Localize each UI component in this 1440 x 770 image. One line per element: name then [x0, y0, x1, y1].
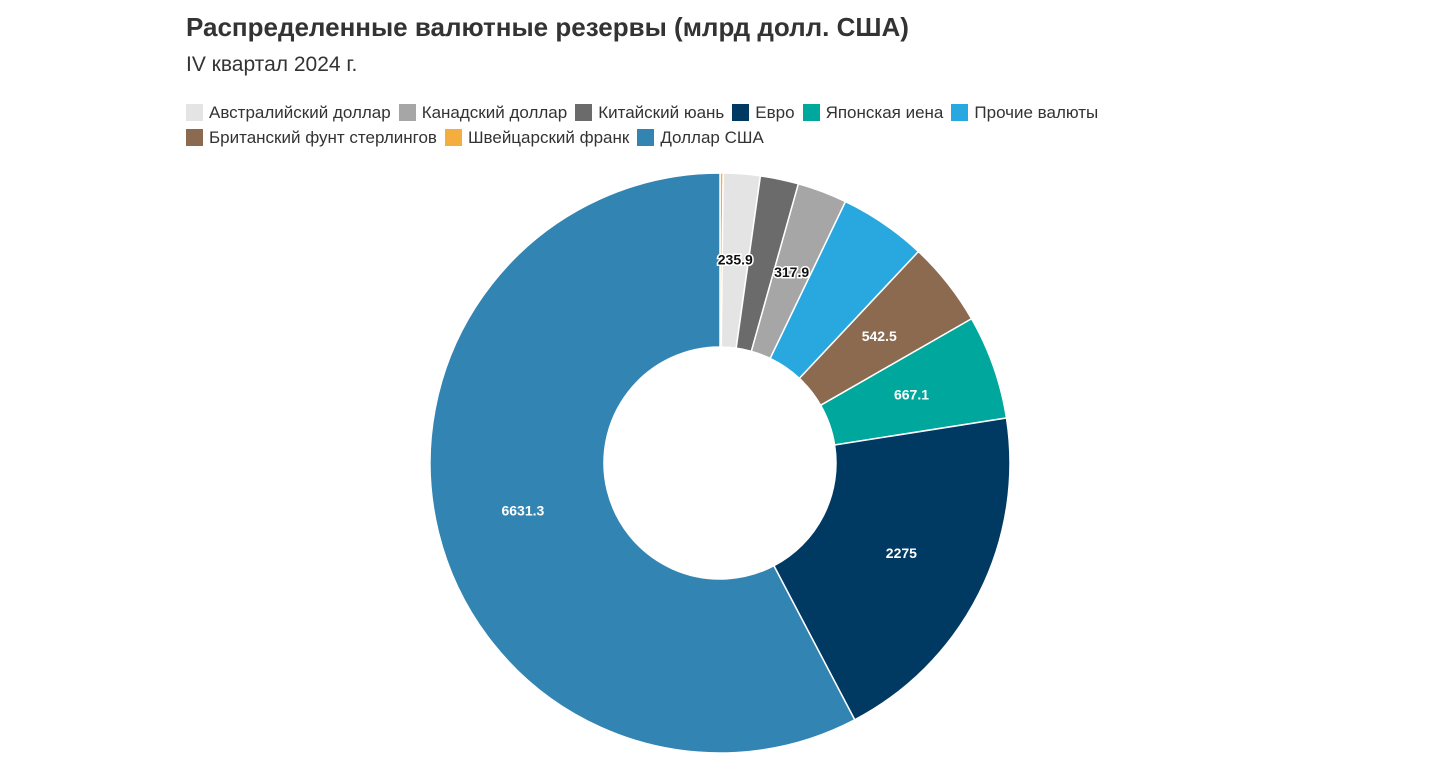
slice-label-8: 6631.3 — [501, 502, 544, 518]
legend-row: Британский фунт стерлингов Швейцарский ф… — [186, 125, 1186, 150]
legend-label: Китайский юань — [598, 102, 725, 122]
legend-label: Канадский доллар — [421, 102, 568, 122]
labels-group: 235.9 317.9 542.5 667.1 2275 6631.3 — [501, 250, 929, 561]
legend-label: Прочие валюты — [974, 102, 1099, 122]
legend-label: Австралийский доллар — [209, 102, 391, 122]
legend-swatch — [951, 104, 969, 121]
slice-label-5: 542.5 — [862, 328, 897, 344]
legend-item-chf[interactable]: Швейцарский франк — [444, 127, 630, 148]
legend-swatch — [186, 129, 203, 146]
slice-7[interactable] — [772, 417, 1011, 721]
legend-swatch — [802, 104, 820, 121]
legend-swatch — [186, 104, 203, 121]
slice-label-6: 667.1 — [894, 386, 929, 402]
legend-label: Доллар США — [660, 127, 764, 147]
chart-title: Распределенные валютные резервы (млрд до… — [186, 12, 909, 42]
legend-swatch — [444, 129, 462, 146]
legend-row: Австралийский доллар Канадский доллар Ки… — [186, 100, 1186, 125]
legend-item-cad[interactable]: Канадский доллар — [398, 102, 568, 123]
legend-swatch — [637, 129, 655, 146]
legend-item-gbp[interactable]: Британский фунт стерлингов — [186, 128, 437, 148]
slice-label-7: 2275 — [886, 545, 917, 561]
legend-label: Японская иена — [825, 102, 944, 122]
legend: Австралийский доллар Канадский доллар Ки… — [186, 100, 1186, 150]
slice-label-3: 317.9 — [774, 264, 809, 280]
chart-subtitle: IV квартал 2024 г. — [186, 53, 358, 76]
legend-item-eur[interactable]: Евро — [732, 102, 795, 123]
slices-group — [429, 172, 1011, 754]
slice-label-1: 235.9 — [718, 251, 753, 267]
legend-item-usd[interactable]: Доллар США — [637, 127, 764, 148]
legend-swatch — [575, 104, 593, 121]
legend-item-aud[interactable]: Австралийский доллар — [186, 103, 391, 123]
legend-swatch — [398, 104, 416, 121]
legend-item-jpy[interactable]: Японская иена — [802, 102, 944, 123]
legend-label: Евро — [755, 102, 795, 122]
legend-swatch — [732, 104, 750, 121]
legend-item-other[interactable]: Прочие валюты — [951, 103, 1098, 123]
legend-label: Британский фунт стерлингов — [209, 127, 437, 147]
legend-label: Швейцарский франк — [467, 127, 630, 147]
legend-item-cny[interactable]: Китайский юань — [575, 103, 724, 123]
slice-8[interactable] — [429, 172, 856, 754]
